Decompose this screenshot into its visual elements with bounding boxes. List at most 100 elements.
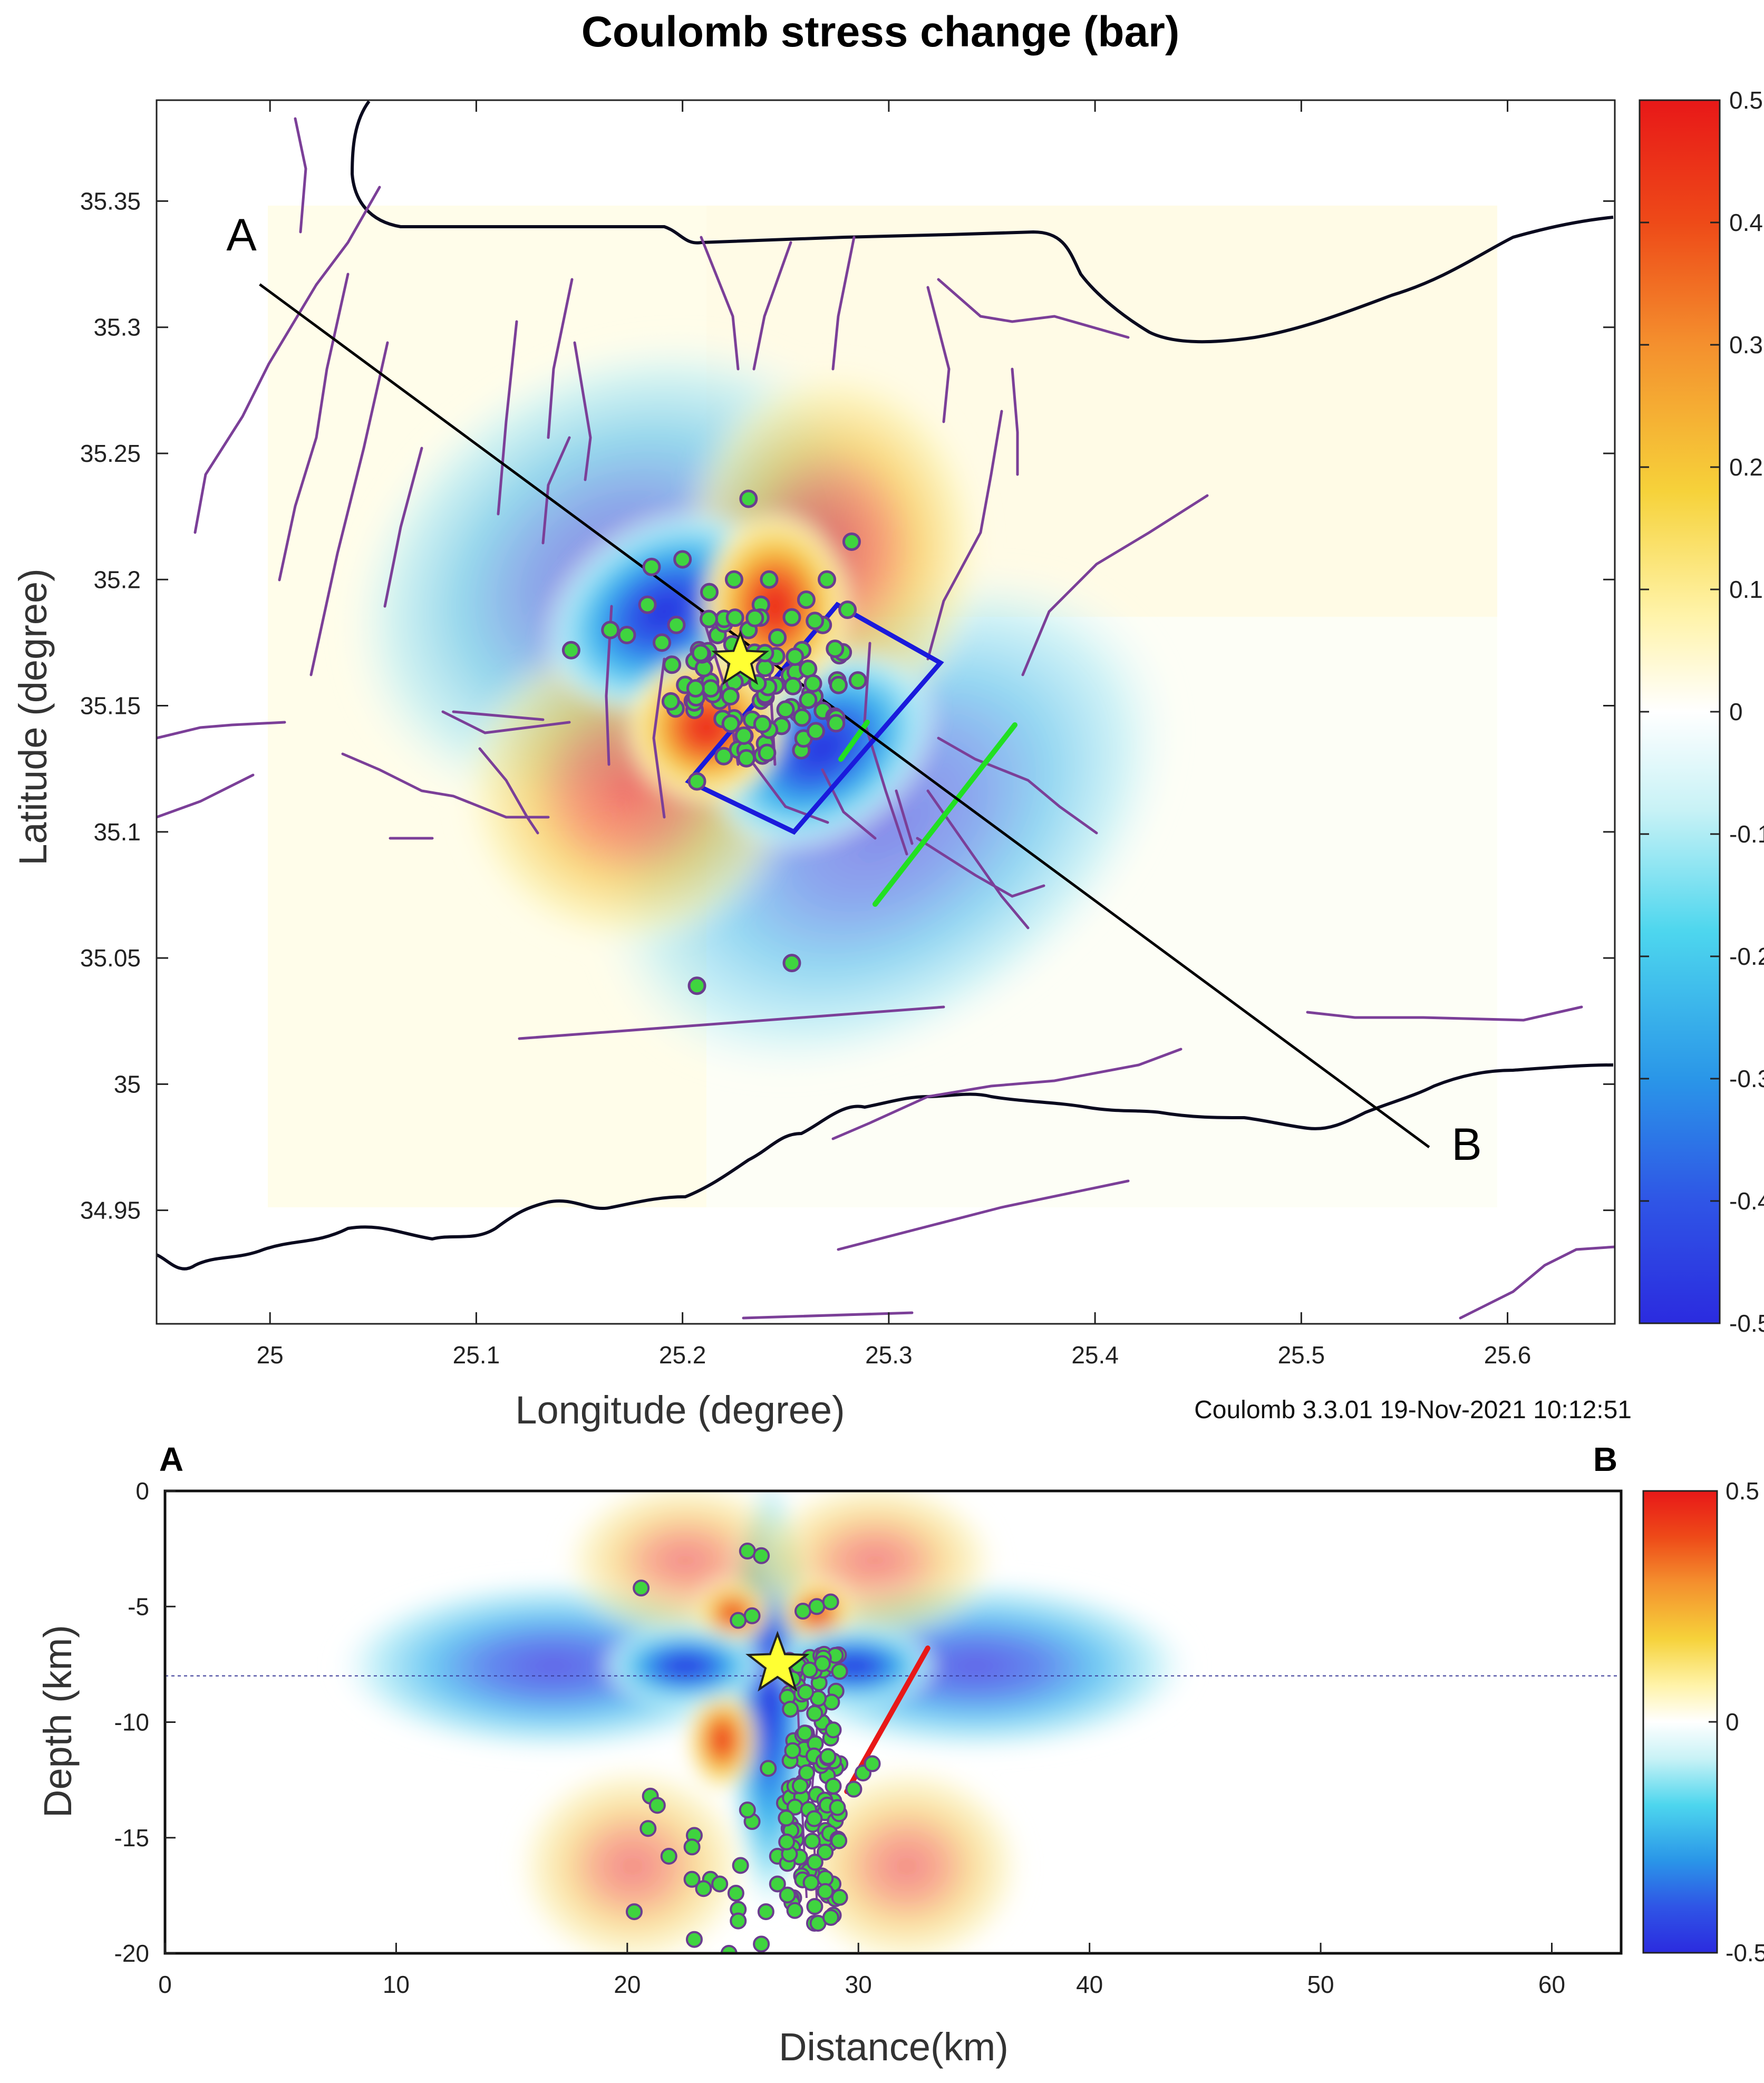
- aftershock-marker: [638, 595, 657, 614]
- aftershock-marker: [806, 1810, 823, 1827]
- aftershock-marker: [757, 1903, 774, 1921]
- fault-line: [742, 1311, 914, 1320]
- aftershock-marker: [730, 1612, 747, 1629]
- colorbar-tick-label: 0: [1729, 698, 1743, 725]
- fault-line: [821, 768, 877, 840]
- aftershock-marker: [724, 570, 743, 589]
- fault-line: [478, 747, 539, 835]
- aftershock-marker: [745, 608, 764, 627]
- colorbar-ticks: 0.5 0 -0.5: [1709, 1477, 1764, 1966]
- aftershock-marker: [778, 1809, 795, 1827]
- fault-line: [837, 1179, 1130, 1251]
- fault-line: [926, 410, 1003, 661]
- aftershock-marker: [797, 1683, 815, 1701]
- aftershock-marker: [737, 749, 756, 768]
- aftershock-marker: [639, 1820, 657, 1837]
- aftershock-marker: [806, 1704, 823, 1722]
- aftershock-marker: [842, 532, 861, 551]
- aftershock-marker: [822, 1593, 839, 1611]
- aftershock-marker: [561, 641, 580, 660]
- aftershock-marker: [784, 1742, 801, 1759]
- aftershock-marker: [778, 1833, 796, 1851]
- hypocenter-star: [745, 1631, 810, 1692]
- fault-line: [452, 710, 545, 721]
- aftershock-marker: [776, 700, 795, 719]
- fault-line: [1021, 494, 1209, 676]
- aftershock-marker: [783, 676, 802, 695]
- fault-line: [278, 273, 350, 582]
- aftershock-marker: [864, 1755, 881, 1772]
- aftershock-marker: [725, 608, 744, 627]
- profile-label-b: B: [1451, 1119, 1481, 1170]
- fault-line: [937, 737, 1098, 835]
- fault-line: [497, 320, 518, 516]
- x-tick-label: 25.5: [1278, 1341, 1325, 1369]
- y-tick-label: -5: [128, 1593, 149, 1620]
- aftershock-marker: [817, 570, 836, 589]
- fault-line: [547, 278, 574, 439]
- aftershock-marker: [642, 557, 661, 576]
- fault-line: [831, 236, 856, 371]
- aftershock-marker: [822, 1908, 839, 1926]
- map-y-ticks: 34.95 35 35.05 35.1 35.15 35.2 35.25 35.3 35.35: [80, 187, 1615, 1224]
- x-tick-label: 40: [1076, 1971, 1103, 1998]
- aftershock-marker: [687, 772, 706, 791]
- colorbar-tick-label: 0.3: [1729, 331, 1763, 359]
- colorbar-tick-label: 0: [1726, 1708, 1739, 1736]
- aftershock-marker: [743, 1607, 761, 1624]
- fault-line: [831, 1048, 1183, 1140]
- aftershock-marker: [803, 1833, 821, 1850]
- aftershock-marker: [753, 1547, 770, 1564]
- x-tick-label: 50: [1307, 1971, 1334, 1998]
- aftershock-marker: [831, 1888, 848, 1906]
- aftershock-marker: [782, 1700, 799, 1718]
- y-tick-label: 35.35: [80, 187, 141, 215]
- fault-line: [863, 642, 908, 856]
- aftershock-marker: [673, 550, 692, 569]
- colorbar-tick-label: -0.2: [1729, 943, 1764, 970]
- y-tick-label: -10: [114, 1709, 149, 1736]
- colorbar-tick-label: 0.2: [1729, 453, 1763, 481]
- green-fault-segment: [873, 722, 1017, 907]
- aftershock-marker: [685, 1931, 703, 1948]
- aftershock-marker: [700, 583, 719, 602]
- aftershock-marker: [817, 1843, 834, 1861]
- aftershock-marker: [838, 600, 857, 619]
- aftershock-marker: [819, 1748, 837, 1765]
- aftershock-marker: [782, 954, 801, 973]
- fault-line: [979, 315, 1130, 339]
- map-frame: [156, 99, 1616, 1325]
- aftershock-marker: [660, 1847, 677, 1865]
- aftershock-marker: [760, 1760, 777, 1777]
- section-corner-label-b: B: [1593, 1440, 1617, 1478]
- fault-line: [341, 752, 550, 819]
- aftershock-marker: [806, 612, 825, 631]
- colorbar-tick-label: -0.4: [1729, 1187, 1764, 1215]
- section-positive-lower-left-core: [685, 1687, 759, 1793]
- aftershock-marker: [802, 1874, 820, 1891]
- fault-line: [541, 436, 571, 545]
- section-x-ticks: 0 10 20 30 40 50 60: [158, 1943, 1565, 1998]
- aftershock-marker: [633, 1580, 650, 1597]
- aftershock-marker: [683, 1838, 701, 1856]
- section-colorbar: 0.5 0 -0.5: [1642, 1477, 1764, 1966]
- aftershock-marker: [753, 714, 772, 733]
- x-tick-label: 10: [383, 1971, 410, 1998]
- y-tick-label: -20: [114, 1940, 149, 1967]
- aftershock-marker: [739, 489, 758, 508]
- fault-line: [383, 447, 423, 608]
- fault-line: [1459, 1245, 1615, 1320]
- aftershock-marker: [701, 679, 720, 698]
- map-colorbar: 0.5 0.4 0.3 0.2 0.1 0 -0.1 -0.2 -0.3 -0.4 -0.5: [1639, 86, 1764, 1337]
- fault-line: [309, 341, 389, 676]
- aftershock-marker: [825, 1777, 842, 1795]
- aftershock-marker: [848, 671, 867, 690]
- fault-line: [916, 837, 1045, 898]
- fault-line: [652, 657, 666, 819]
- aftershock-marker: [808, 1598, 826, 1615]
- y-tick-label: 35.2: [93, 566, 141, 593]
- aftershock-marker: [625, 1903, 643, 1921]
- x-tick-label: 25.4: [1071, 1341, 1119, 1369]
- aftershock-marker: [760, 570, 779, 589]
